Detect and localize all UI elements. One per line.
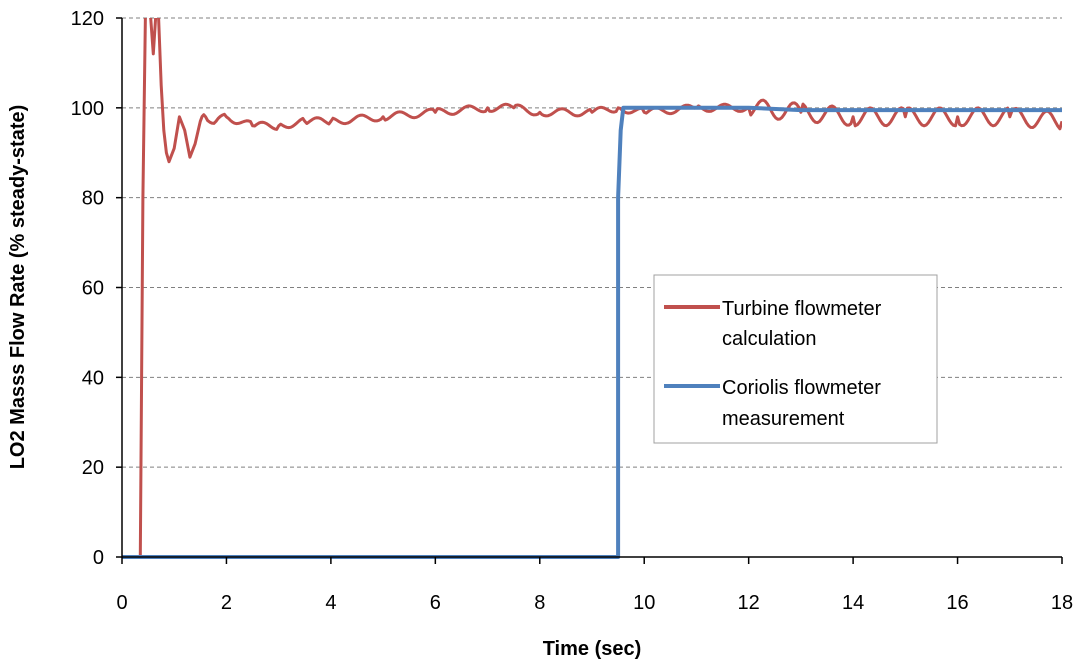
x-tick-label: 16 [946, 592, 968, 614]
axis-ticks: 0 20 40 60 80 100 120 0 2 4 6 8 10 12 14 16 18 [71, 8, 1074, 614]
x-tick-label: 4 [325, 592, 336, 614]
legend-box [653, 274, 938, 444]
y-axis-title: LO2 Masss Flow Rate (% steady-state) [7, 105, 29, 470]
y-tick-label: 20 [82, 457, 104, 479]
y-tick-label: 40 [82, 367, 104, 389]
legend-label-turbine-line2: calculation [722, 328, 817, 350]
y-tick-label: 80 [82, 188, 104, 210]
legend: Turbine flowmeter calculation Coriolis f… [653, 274, 938, 444]
x-tick-label: 18 [1051, 592, 1073, 614]
y-tick-label: 100 [71, 98, 104, 120]
series-line-coriolis [122, 105, 1062, 559]
x-tick-label: 8 [534, 592, 545, 614]
x-tick-label: 14 [842, 592, 864, 614]
x-tick-label: 2 [221, 592, 232, 614]
x-tick-label: 0 [116, 592, 127, 614]
x-tick-label: 12 [738, 592, 760, 614]
x-tick-label: 10 [633, 592, 655, 614]
series-lines [122, 18, 1062, 559]
y-tick-label: 120 [71, 8, 104, 30]
legend-label-coriolis-line2: measurement [722, 408, 845, 430]
legend-label-turbine-line1: Turbine flowmeter [722, 298, 882, 320]
legend-label-coriolis-line1: Coriolis flowmeter [722, 377, 881, 399]
x-tick-label: 6 [430, 592, 441, 614]
gridlines [122, 17, 1062, 468]
y-tick-label: 0 [93, 547, 104, 569]
x-axis-title: Time (sec) [543, 638, 642, 660]
y-tick-label: 60 [82, 278, 104, 300]
